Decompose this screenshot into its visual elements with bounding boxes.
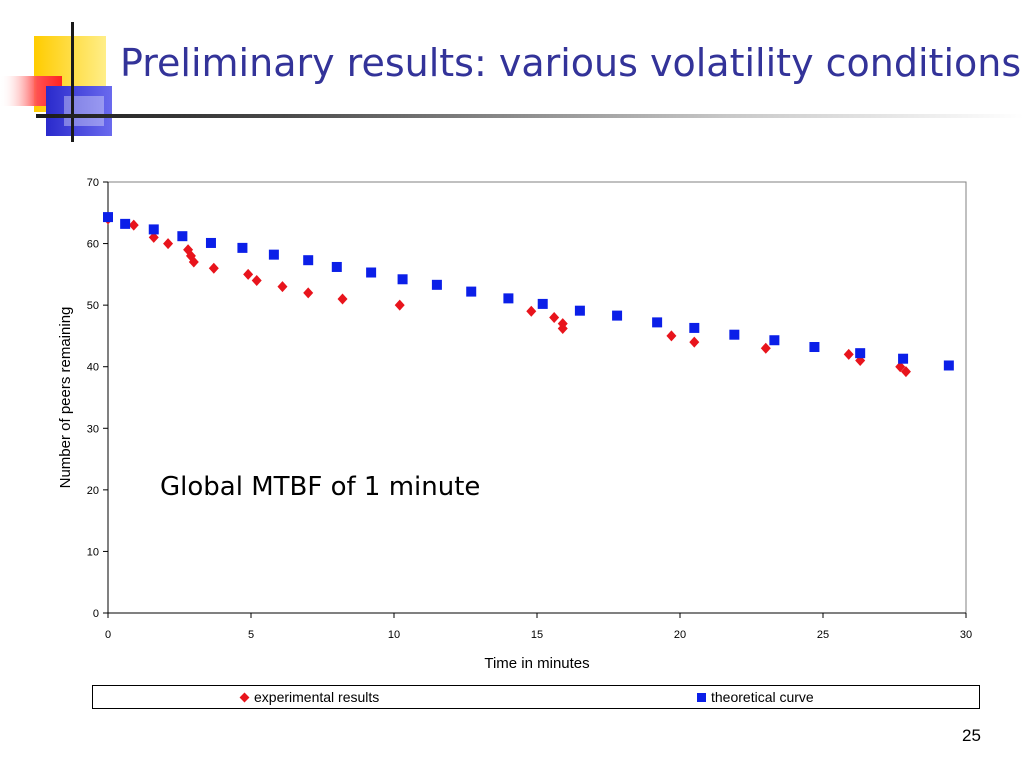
x-tick-label: 10 — [388, 629, 400, 641]
theoretical-point — [268, 249, 279, 260]
y-tick-label: 70 — [87, 177, 99, 189]
slide-logo — [0, 22, 112, 142]
experimental-point — [549, 311, 560, 323]
theoretical-point — [652, 317, 663, 328]
square-marker-icon — [697, 693, 706, 702]
experimental-point — [394, 299, 405, 311]
theoretical-point — [120, 218, 131, 229]
x-tick-label: 20 — [674, 629, 686, 641]
title-divider — [36, 114, 1024, 118]
legend-label-experimental: experimental results — [254, 689, 380, 705]
experimental-point — [188, 256, 199, 268]
experimental-point — [243, 268, 254, 280]
y-tick-label: 40 — [87, 362, 99, 374]
legend-entry-experimental: experimental results — [239, 689, 380, 705]
theoretical-point — [855, 348, 866, 359]
experimental-point — [900, 366, 911, 378]
theoretical-point — [148, 224, 159, 235]
experimental-point — [526, 305, 537, 317]
experimental-point — [760, 342, 771, 354]
theoretical-point — [431, 279, 442, 290]
theoretical-point — [809, 342, 820, 353]
y-tick-label: 10 — [87, 546, 99, 558]
chart-annotation: Global MTBF of 1 minute — [160, 472, 481, 502]
theoretical-point — [303, 255, 314, 266]
experimental-point — [303, 287, 314, 299]
experimental-point — [163, 238, 174, 250]
x-tick-label: 30 — [960, 629, 972, 641]
experimental-point — [251, 275, 262, 287]
theoretical-point — [205, 237, 216, 248]
experimental-point — [148, 231, 159, 243]
page-number: 25 — [962, 726, 981, 745]
x-axis-title: Time in minutes — [484, 655, 589, 672]
chart-legend: experimental results theoretical curve — [92, 685, 980, 709]
theoretical-point — [503, 293, 514, 304]
experimental-point — [666, 330, 677, 342]
experimental-point — [277, 281, 288, 293]
theoretical-point — [366, 267, 377, 278]
experimental-point — [128, 219, 139, 231]
theoretical-point — [898, 353, 909, 364]
experimental-point — [843, 348, 854, 360]
theoretical-point — [612, 310, 623, 321]
theoretical-point — [177, 231, 188, 242]
legend-label-theoretical: theoretical curve — [711, 689, 814, 705]
theoretical-point — [769, 335, 780, 346]
theoretical-point — [397, 274, 408, 285]
legend-entry-theoretical: theoretical curve — [697, 689, 814, 705]
y-tick-label: 60 — [87, 239, 99, 251]
theoretical-point — [943, 360, 954, 371]
theoretical-point — [689, 322, 700, 333]
y-tick-label: 50 — [87, 300, 99, 312]
x-tick-label: 0 — [105, 629, 111, 641]
slide-title: Preliminary results: various volatility … — [120, 41, 1022, 85]
x-tick-label: 5 — [248, 629, 254, 641]
y-tick-label: 30 — [87, 423, 99, 435]
y-tick-label: 20 — [87, 485, 99, 497]
experimental-point — [337, 293, 348, 305]
diamond-marker-icon — [239, 692, 250, 703]
experimental-point — [895, 361, 906, 373]
experimental-point — [689, 336, 700, 348]
theoretical-point — [103, 212, 113, 223]
theoretical-point — [729, 329, 740, 340]
theoretical-point — [574, 305, 585, 316]
y-axis-title: Number of peers remaining — [57, 307, 74, 489]
plot-area-border — [107, 181, 967, 614]
experimental-point — [557, 323, 568, 335]
theoretical-point — [466, 286, 477, 297]
x-tick-label: 25 — [817, 629, 829, 641]
theoretical-point — [237, 242, 248, 253]
theoretical-point — [331, 261, 342, 272]
experimental-point — [208, 262, 219, 274]
y-tick-label: 0 — [93, 608, 99, 620]
x-tick-label: 15 — [531, 629, 543, 641]
theoretical-point — [537, 298, 548, 309]
